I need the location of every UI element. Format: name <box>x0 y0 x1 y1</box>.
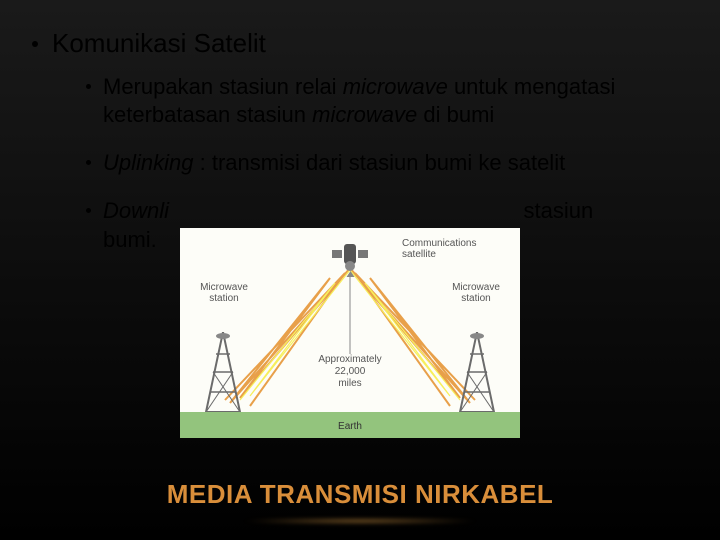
text-segment: miles <box>318 378 381 390</box>
satellite-diagram: Communications satellite Microwave stati… <box>180 228 520 438</box>
text-segment: Merupakan stasiun relai <box>103 74 343 99</box>
text-segment: 22,000 <box>318 366 381 378</box>
text-segment: di bumi <box>417 102 494 127</box>
distance-label: Approximately 22,000 miles <box>314 354 385 390</box>
bullet-item-1: Merupakan stasiun relai microwave untuk … <box>86 73 688 129</box>
bullet-dot-icon <box>86 160 91 165</box>
satellite-label: Communications satellite <box>402 238 492 260</box>
footer-title: MEDIA TRANSMISI NIRKABEL <box>0 479 720 510</box>
text-segment: bumi. <box>103 227 157 252</box>
bullet-dot-icon <box>86 84 91 89</box>
bullet-item-2: Uplinking : transmisi dari stasiun bumi … <box>86 149 688 177</box>
satellite-icon <box>330 234 370 274</box>
bullet-text: Merupakan stasiun relai microwave untuk … <box>103 73 688 129</box>
bullet-dot-icon <box>32 41 38 47</box>
italic-term: microwave <box>312 102 417 127</box>
tower-right-icon <box>452 332 502 412</box>
italic-term: Downli <box>103 198 169 223</box>
text-segment: stasiun <box>169 198 593 223</box>
text-segment: Approximately <box>318 354 381 366</box>
tower-left-label: Microwave station <box>194 282 254 304</box>
italic-term: Uplinking <box>103 150 194 175</box>
sub-bullet-list: Merupakan stasiun relai microwave untuk … <box>32 73 688 254</box>
italic-term: microwave <box>343 74 448 99</box>
tower-right-label: Microwave station <box>446 282 506 304</box>
tower-left-icon <box>198 332 248 412</box>
earth-label: Earth <box>338 421 362 432</box>
heading-text: Komunikasi Satelit <box>52 28 266 59</box>
footer-glow-icon <box>240 518 480 524</box>
heading-bullet: Komunikasi Satelit <box>32 28 688 59</box>
slide-content: Komunikasi Satelit Merupakan stasiun rel… <box>0 0 720 254</box>
bullet-text: Uplinking : transmisi dari stasiun bumi … <box>103 149 688 177</box>
bullet-dot-icon <box>86 208 91 213</box>
text-segment: : transmisi dari stasiun bumi ke satelit <box>194 150 566 175</box>
